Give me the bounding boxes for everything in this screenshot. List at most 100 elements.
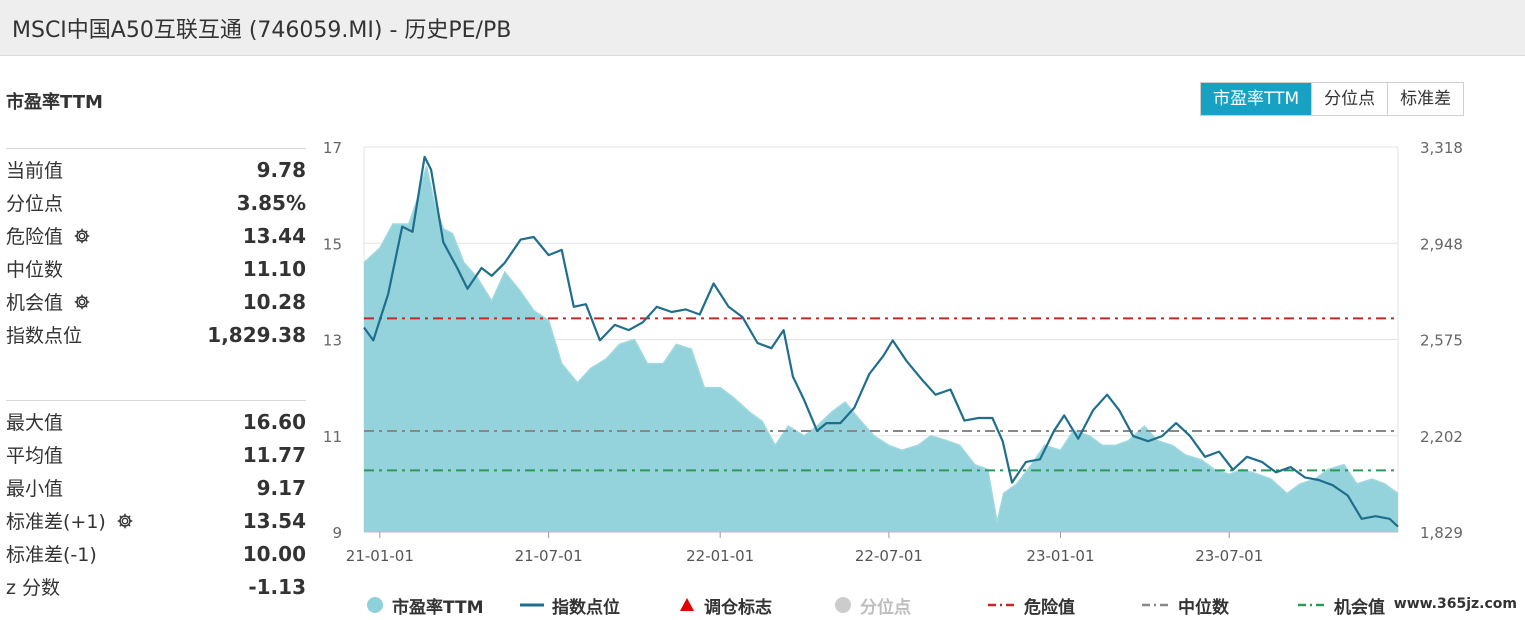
stat-secondary-row: 最大值 16.60 bbox=[6, 405, 306, 438]
gear-icon[interactable] bbox=[73, 293, 91, 311]
stat-secondary-row: 标准差(+1) 13.54 bbox=[6, 504, 306, 537]
stat-label-text: 最大值 bbox=[6, 412, 64, 434]
stat-label-text: 当前值 bbox=[6, 160, 64, 182]
legend-dashed-line-icon bbox=[1298, 603, 1326, 607]
legend-circle-icon bbox=[367, 597, 383, 613]
legend-item-rebalance[interactable]: 调仓标志 bbox=[678, 592, 772, 618]
stat-label-text: 标准差(-1) bbox=[6, 544, 97, 566]
stat-label: 最大值 bbox=[6, 408, 63, 435]
stat-value: 16.60 bbox=[242, 409, 306, 434]
stat-label: 机会值 bbox=[6, 288, 91, 315]
legend-dashed-line-icon bbox=[988, 603, 1016, 607]
y-right-tick-label: 2,202 bbox=[1420, 428, 1463, 446]
legend-label: 分位点 bbox=[860, 597, 911, 618]
stat-label: 中位数 bbox=[6, 255, 63, 282]
stat-value: 9.17 bbox=[256, 475, 306, 500]
stat-label: 标准差(-1) bbox=[6, 540, 97, 567]
legend-item-pe[interactable]: 市盈率TTM bbox=[366, 592, 484, 618]
stat-label-text: 危险值 bbox=[6, 226, 64, 248]
stat-value: 13.44 bbox=[242, 223, 306, 248]
stat-label: 最小值 bbox=[6, 474, 63, 501]
stat-value: -1.13 bbox=[248, 574, 306, 599]
stat-label-text: 分位点 bbox=[6, 193, 64, 215]
y-left-tick-label: 11 bbox=[323, 428, 342, 446]
y-right-tick-label: 2,948 bbox=[1420, 235, 1463, 253]
stat-value: 10.28 bbox=[242, 289, 306, 314]
legend-item-index[interactable]: 指数点位 bbox=[520, 592, 620, 618]
stat-label-text: 平均值 bbox=[6, 445, 64, 467]
x-tick-label: 22-07-01 bbox=[855, 547, 923, 565]
x-tick-label: 21-07-01 bbox=[515, 547, 583, 565]
index-line bbox=[363, 155, 1399, 528]
stats-panel-secondary: 最大值 16.60 平均值 11.77 最小值 9.17 标准差(+1) 13.54 标准差(-… bbox=[6, 400, 306, 603]
pe-area bbox=[364, 166, 1398, 532]
legend-label: 市盈率TTM bbox=[392, 597, 484, 618]
section-title: 市盈率TTM bbox=[6, 92, 103, 113]
x-tick-label: 21-01-01 bbox=[346, 547, 414, 565]
legend-item-danger[interactable]: 危险值 bbox=[988, 592, 1075, 618]
stat-secondary-row: 平均值 11.77 bbox=[6, 438, 306, 471]
legend-item-percentile[interactable]: 分位点 bbox=[834, 592, 911, 618]
x-tick-label: 23-07-01 bbox=[1195, 547, 1263, 565]
stat-value: 9.78 bbox=[256, 157, 306, 182]
stat-label-text: 最小值 bbox=[6, 478, 64, 500]
legend-item-opportunity[interactable]: 机会值 bbox=[1298, 592, 1385, 618]
y-right-tick-label: 1,829 bbox=[1420, 524, 1463, 542]
legend-label: 调仓标志 bbox=[704, 597, 772, 618]
stat-primary-row: 机会值 10.28 bbox=[6, 285, 306, 318]
y-right-tick-label: 3,318 bbox=[1420, 139, 1463, 157]
y-left-tick-label: 13 bbox=[323, 332, 342, 350]
y-left-tick-label: 15 bbox=[323, 235, 342, 253]
tab-percentile[interactable]: 分位点 bbox=[1311, 83, 1388, 115]
pe-history-chart[interactable]: 17 3,318 15 2,948 13 2,575 11 2,202 9 1,829 21-01-… bbox=[310, 130, 1525, 570]
stats-panel-primary: 当前值 9.78 分位点 3.85% 危险值 13.44 中位数 11.10 机会值 10.28 指… bbox=[6, 148, 306, 351]
y-left-tick-label: 9 bbox=[332, 524, 342, 542]
tab-std-dev[interactable]: 标准差 bbox=[1387, 83, 1464, 115]
stat-label-text: 标准差(+1) bbox=[6, 511, 106, 533]
legend-dashed-line-icon bbox=[1142, 603, 1170, 607]
stat-label: 当前值 bbox=[6, 156, 63, 183]
stat-primary-row: 指数点位 1,829.38 bbox=[6, 318, 306, 351]
stat-label: 分位点 bbox=[6, 189, 63, 216]
legend-triangle-icon bbox=[680, 598, 694, 611]
stat-label: 指数点位 bbox=[6, 321, 82, 348]
window-titlebar: MSCI中国A50互联互通 (746059.MI) - 历史PE/PB bbox=[0, 0, 1525, 56]
stat-value: 13.54 bbox=[242, 508, 306, 533]
legend-label: 危险值 bbox=[1024, 597, 1075, 618]
legend-label: 中位数 bbox=[1178, 597, 1229, 618]
stat-primary-row: 危险值 13.44 bbox=[6, 219, 306, 252]
stat-label-text: 指数点位 bbox=[6, 325, 83, 347]
stat-primary-row: 分位点 3.85% bbox=[6, 186, 306, 219]
stat-label: 危险值 bbox=[6, 222, 91, 249]
tab-pe-ttm[interactable]: 市盈率TTM bbox=[1201, 83, 1312, 115]
stat-secondary-row: 标准差(-1) 10.00 bbox=[6, 537, 306, 570]
stat-label-text: 中位数 bbox=[6, 259, 64, 281]
legend-item-median[interactable]: 中位数 bbox=[1142, 592, 1229, 618]
stat-value: 11.10 bbox=[242, 256, 306, 281]
stat-primary-row: 中位数 11.10 bbox=[6, 252, 306, 285]
stat-value: 10.00 bbox=[242, 541, 306, 566]
y-left-tick-label: 17 bbox=[323, 139, 342, 157]
legend-line-icon bbox=[520, 603, 544, 607]
stat-secondary-row: 最小值 9.17 bbox=[6, 471, 306, 504]
gear-icon[interactable] bbox=[73, 227, 91, 245]
legend-circle-icon bbox=[835, 597, 851, 613]
legend-label: 指数点位 bbox=[552, 597, 620, 618]
stat-label-text: z 分数 bbox=[6, 577, 61, 599]
stat-label: 标准差(+1) bbox=[6, 507, 134, 534]
stat-label-text: 机会值 bbox=[6, 292, 64, 314]
gear-icon[interactable] bbox=[116, 512, 134, 530]
stat-value: 11.77 bbox=[242, 442, 306, 467]
watermark: www.365jz.com bbox=[1393, 596, 1517, 612]
legend-label: 机会值 bbox=[1334, 597, 1385, 618]
stat-label: 平均值 bbox=[6, 441, 63, 468]
chart-legend: 市盈率TTM 指数点位 调仓标志 分位点 危险值 中位数 机会值 bbox=[362, 592, 1402, 618]
stat-primary-row: 当前值 9.78 bbox=[6, 153, 306, 186]
stat-secondary-row: z 分数 -1.13 bbox=[6, 570, 306, 603]
y-right-tick-label: 2,575 bbox=[1420, 332, 1463, 350]
stat-value: 3.85% bbox=[236, 190, 306, 215]
metric-tabs: 市盈率TTM 分位点 标准差 bbox=[1200, 82, 1465, 116]
window-title: MSCI中国A50互联互通 (746059.MI) - 历史PE/PB bbox=[12, 18, 512, 43]
stat-label: z 分数 bbox=[6, 573, 60, 600]
stat-value: 1,829.38 bbox=[207, 322, 306, 347]
